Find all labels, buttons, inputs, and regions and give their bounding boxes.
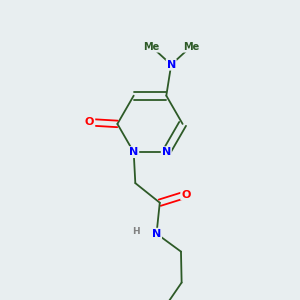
- Text: N: N: [167, 60, 176, 70]
- Text: H: H: [133, 227, 140, 236]
- Text: O: O: [85, 117, 94, 127]
- Text: Me: Me: [183, 42, 199, 52]
- Text: Me: Me: [143, 42, 160, 52]
- Text: N: N: [162, 147, 171, 157]
- Text: N: N: [152, 229, 161, 239]
- Text: O: O: [181, 190, 190, 200]
- Text: F: F: [0, 299, 1, 300]
- Text: N: N: [129, 147, 138, 157]
